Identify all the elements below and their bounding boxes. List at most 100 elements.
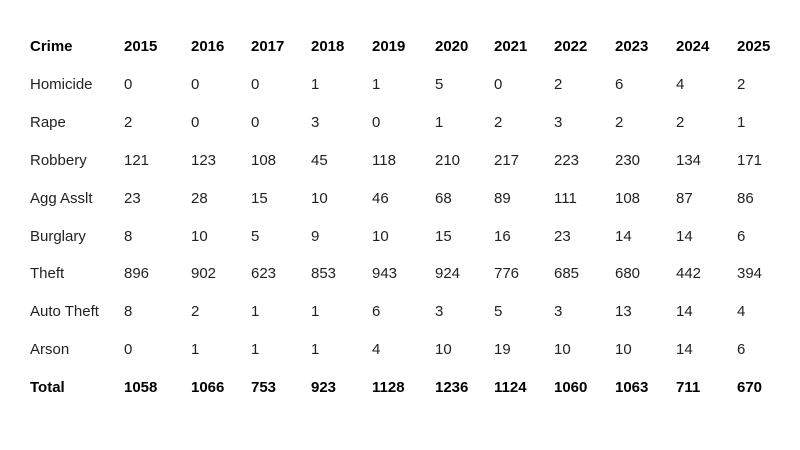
data-cell: 1 [251, 341, 260, 359]
total-cell: 1066 [191, 379, 225, 397]
data-cell: 1 [311, 75, 320, 93]
data-cell: 108 [615, 189, 641, 207]
data-cell: 2 [191, 303, 200, 321]
row-label: Burglary [30, 227, 86, 245]
data-cell: 3 [311, 113, 320, 131]
data-cell: 1 [191, 341, 200, 359]
data-cell: 0 [191, 113, 200, 131]
data-cell: 10 [615, 341, 632, 359]
data-cell: 121 [124, 151, 150, 169]
data-cell: 3 [554, 113, 563, 131]
data-cell: 23 [124, 189, 141, 207]
data-cell: 4 [676, 75, 685, 93]
data-cell: 19 [494, 341, 511, 359]
header-cell: 2024 [676, 38, 710, 55]
data-cell: 15 [251, 189, 268, 207]
total-cell: 1063 [615, 379, 649, 397]
header-cell: 2022 [554, 38, 588, 55]
data-cell: 4 [737, 303, 746, 321]
data-cell: 6 [615, 75, 624, 93]
row-label: Homicide [30, 75, 93, 93]
data-cell: 0 [251, 113, 260, 131]
data-cell: 0 [372, 113, 381, 131]
data-cell: 5 [251, 227, 260, 245]
row-label: Theft [30, 265, 65, 283]
data-cell: 108 [251, 151, 277, 169]
data-cell: 223 [554, 151, 580, 169]
total-cell: 1128 [372, 379, 405, 397]
data-cell: 68 [435, 189, 452, 207]
data-cell: 685 [554, 265, 580, 283]
row-label: Auto Theft [30, 303, 99, 321]
header-cell: 2023 [615, 38, 649, 55]
data-cell: 8 [124, 303, 133, 321]
header-cell: 2020 [435, 38, 469, 55]
header-cell: 2019 [372, 38, 406, 55]
data-cell: 896 [124, 265, 150, 283]
data-cell: 0 [494, 75, 503, 93]
row-label: Agg Asslt [30, 189, 93, 207]
data-cell: 2 [737, 75, 746, 93]
data-cell: 6 [372, 303, 381, 321]
header-cell: Crime [30, 38, 73, 55]
data-cell: 902 [191, 265, 217, 283]
data-cell: 2 [124, 113, 133, 131]
header-cell: 2016 [191, 38, 225, 55]
data-cell: 46 [372, 189, 389, 207]
data-cell: 5 [494, 303, 503, 321]
data-cell: 442 [676, 265, 702, 283]
data-cell: 15 [435, 227, 452, 245]
header-cell: 2021 [494, 38, 528, 55]
data-cell: 924 [435, 265, 461, 283]
total-cell: 753 [251, 379, 277, 397]
data-cell: 111 [554, 189, 577, 207]
data-cell: 10 [191, 227, 208, 245]
data-cell: 0 [124, 75, 133, 93]
row-label: Rape [30, 113, 66, 131]
data-cell: 1 [372, 75, 381, 93]
total-cell: 1236 [435, 379, 469, 397]
data-cell: 6 [737, 341, 746, 359]
total-cell: Total [30, 379, 65, 397]
header-cell: 2025 [737, 38, 771, 55]
data-cell: 1 [435, 113, 444, 131]
data-cell: 1 [311, 341, 320, 359]
data-cell: 943 [372, 265, 398, 283]
data-cell: 9 [311, 227, 320, 245]
data-cell: 10 [372, 227, 389, 245]
data-cell: 2 [494, 113, 503, 131]
data-cell: 14 [676, 303, 693, 321]
data-cell: 776 [494, 265, 520, 283]
data-cell: 10 [435, 341, 452, 359]
data-cell: 0 [191, 75, 200, 93]
data-cell: 6 [737, 227, 746, 245]
total-cell: 1124 [494, 379, 527, 397]
data-cell: 13 [615, 303, 632, 321]
data-cell: 230 [615, 151, 641, 169]
data-cell: 4 [372, 341, 381, 359]
data-cell: 89 [494, 189, 511, 207]
data-cell: 86 [737, 189, 754, 207]
data-cell: 118 [372, 151, 396, 169]
header-cell: 2015 [124, 38, 158, 55]
data-cell: 134 [676, 151, 702, 169]
data-cell: 3 [554, 303, 563, 321]
data-cell: 217 [494, 151, 520, 169]
data-cell: 0 [124, 341, 133, 359]
row-label: Robbery [30, 151, 87, 169]
data-cell: 123 [191, 151, 217, 169]
data-cell: 14 [676, 227, 693, 245]
data-cell: 1 [251, 303, 260, 321]
data-cell: 623 [251, 265, 277, 283]
data-cell: 2 [615, 113, 624, 131]
total-cell: 1060 [554, 379, 588, 397]
data-cell: 3 [435, 303, 444, 321]
header-cell: 2017 [251, 38, 285, 55]
data-cell: 853 [311, 265, 337, 283]
total-cell: 711 [676, 379, 701, 397]
data-cell: 0 [251, 75, 260, 93]
data-cell: 394 [737, 265, 763, 283]
data-cell: 14 [676, 341, 693, 359]
data-cell: 1 [311, 303, 320, 321]
data-cell: 23 [554, 227, 571, 245]
